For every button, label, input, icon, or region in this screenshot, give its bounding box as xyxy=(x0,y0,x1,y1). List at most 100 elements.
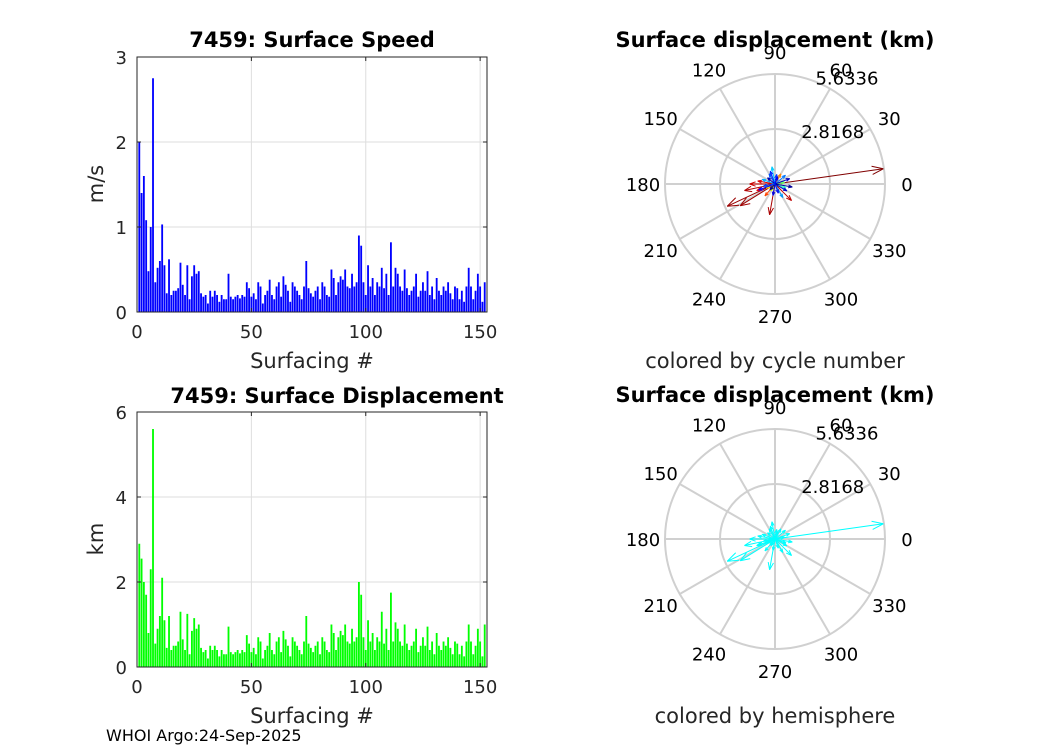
polar-angle-label: 0 xyxy=(901,530,912,551)
polar-angle-label: 240 xyxy=(692,289,726,310)
displacement-vector xyxy=(774,174,786,185)
bar xyxy=(328,652,331,667)
displacement-vector xyxy=(774,183,793,202)
bar xyxy=(378,286,381,312)
bar xyxy=(261,658,264,667)
bar xyxy=(362,637,365,667)
bar xyxy=(337,282,340,312)
bar xyxy=(138,543,141,667)
displacement-vector xyxy=(774,529,786,540)
bar xyxy=(472,299,475,312)
displacement-vector xyxy=(774,538,788,547)
bar xyxy=(451,299,454,312)
displacement-vector xyxy=(774,538,793,557)
bar xyxy=(142,582,145,667)
bar xyxy=(277,282,280,312)
bar xyxy=(211,650,214,667)
polar-angle-label: 330 xyxy=(872,241,906,262)
bar xyxy=(163,620,166,667)
displacement-vector xyxy=(757,179,776,185)
bar xyxy=(316,286,319,312)
polar-angle-label: 180 xyxy=(626,175,660,196)
bar xyxy=(188,299,191,312)
bar xyxy=(287,645,289,667)
bar xyxy=(314,645,317,667)
bar xyxy=(280,296,283,312)
bar xyxy=(426,626,429,667)
bar xyxy=(268,633,271,667)
bar xyxy=(314,290,317,312)
bar xyxy=(293,641,296,667)
y-tick-label: 6 xyxy=(116,403,127,424)
displacement-vector xyxy=(774,520,884,540)
bar xyxy=(380,611,383,667)
displacement-vector xyxy=(774,183,779,194)
bar xyxy=(440,295,443,312)
bar xyxy=(442,641,445,667)
bar xyxy=(266,290,269,312)
bar xyxy=(415,273,417,312)
polar-cycle-chart: Surface displacement (km) 0 30 60 90 120 150 1… xyxy=(615,28,934,373)
bar xyxy=(220,650,223,667)
bar xyxy=(273,299,276,312)
bar xyxy=(474,645,477,667)
bar xyxy=(223,654,225,667)
bar xyxy=(149,569,152,667)
bar xyxy=(202,296,205,312)
bar xyxy=(156,628,159,667)
bar xyxy=(145,594,148,667)
x-tick-label: 150 xyxy=(463,322,497,343)
x-tick-label: 100 xyxy=(349,677,383,698)
polar-angle-label: 270 xyxy=(758,662,792,683)
bar xyxy=(190,276,193,312)
bar xyxy=(396,628,399,667)
bar xyxy=(431,641,434,667)
bar xyxy=(399,286,401,312)
bar xyxy=(451,654,454,667)
bar xyxy=(172,645,175,667)
bar xyxy=(282,630,285,667)
bar xyxy=(385,273,388,312)
bar xyxy=(406,288,408,312)
bar xyxy=(355,637,358,667)
bar xyxy=(406,643,408,667)
bar xyxy=(417,296,420,312)
bar xyxy=(321,282,324,312)
bar xyxy=(417,652,420,667)
bar xyxy=(463,656,466,667)
polar-angle-label: 120 xyxy=(692,416,726,437)
bar xyxy=(424,290,427,312)
bar xyxy=(291,637,294,667)
bar xyxy=(241,295,244,312)
bar xyxy=(243,296,246,312)
bar xyxy=(390,592,392,667)
bar xyxy=(229,652,232,667)
bar xyxy=(277,637,280,667)
bar xyxy=(371,633,374,667)
bar xyxy=(325,650,328,667)
bar xyxy=(476,273,479,312)
displacement-chart-title: 7459: Surface Displacement xyxy=(170,384,503,408)
bar xyxy=(319,299,321,312)
bar xyxy=(298,650,301,667)
bar xyxy=(177,288,180,312)
y-tick-label: 1 xyxy=(116,218,127,239)
bar xyxy=(325,295,328,312)
bar xyxy=(303,286,305,312)
bar xyxy=(408,295,411,312)
bar xyxy=(289,656,292,667)
bar xyxy=(289,301,292,312)
bar xyxy=(344,624,347,667)
bar xyxy=(403,269,406,312)
polar-angle-label: 300 xyxy=(824,644,858,665)
displacement-vector xyxy=(757,534,776,540)
polar-angle-label: 240 xyxy=(692,644,726,665)
bar xyxy=(158,616,161,667)
bar xyxy=(460,290,463,312)
bar xyxy=(161,224,164,312)
bar xyxy=(147,271,150,312)
bar xyxy=(433,654,436,667)
polar-angle-label: 330 xyxy=(872,596,906,617)
polar-hemisphere-caption: colored by hemisphere xyxy=(655,704,896,728)
displacement-vector xyxy=(774,538,793,544)
